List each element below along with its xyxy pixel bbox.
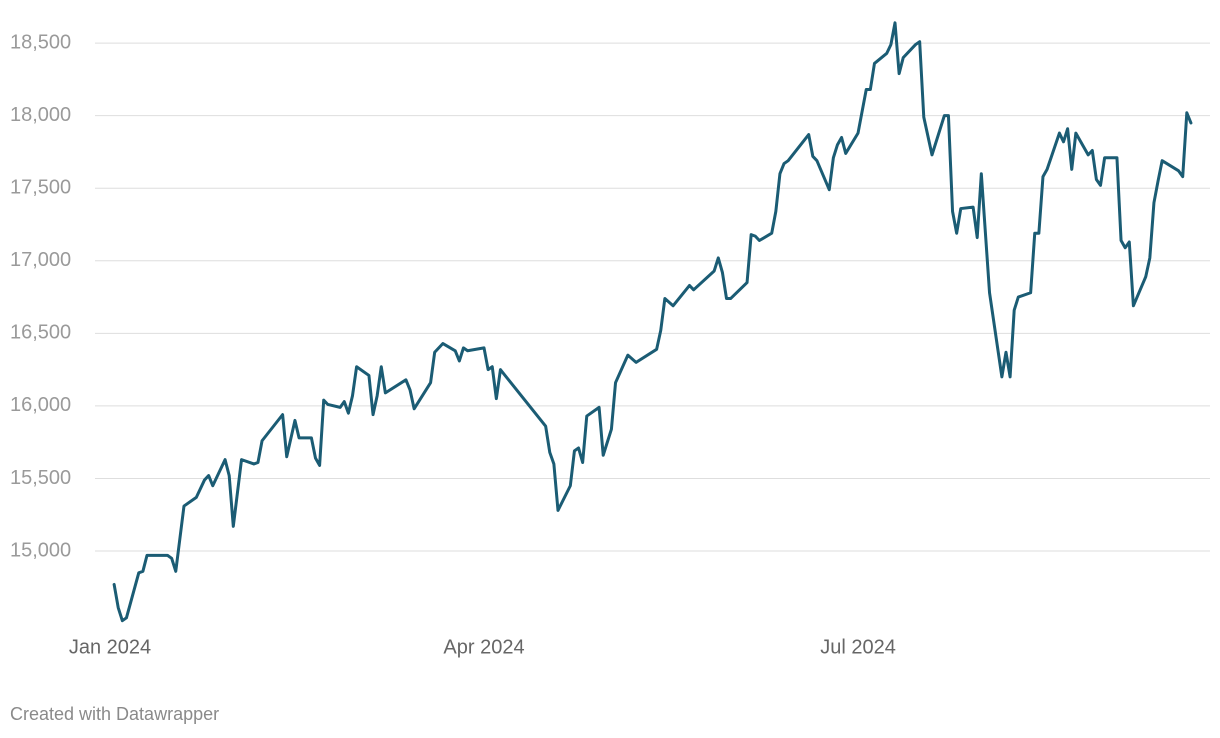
x-tick-label: Apr 2024 xyxy=(443,636,524,658)
credit: Created with Datawrapper xyxy=(10,704,219,724)
x-tick-label: Jan 2024 xyxy=(69,636,151,658)
y-tick-label: 17,500 xyxy=(10,177,71,199)
y-tick-label: 15,500 xyxy=(10,467,71,489)
line xyxy=(112,21,1193,623)
y-tick-label: 15,000 xyxy=(10,539,71,561)
y-tick-label: 18,000 xyxy=(10,104,71,126)
y-tick-label: 16,500 xyxy=(10,322,71,344)
y-tick-label: 18,500 xyxy=(10,31,71,53)
y-tick-label: 17,000 xyxy=(10,249,71,271)
y-tick-label: 16,000 xyxy=(10,394,71,416)
x-tick-label: Jul 2024 xyxy=(820,636,896,658)
